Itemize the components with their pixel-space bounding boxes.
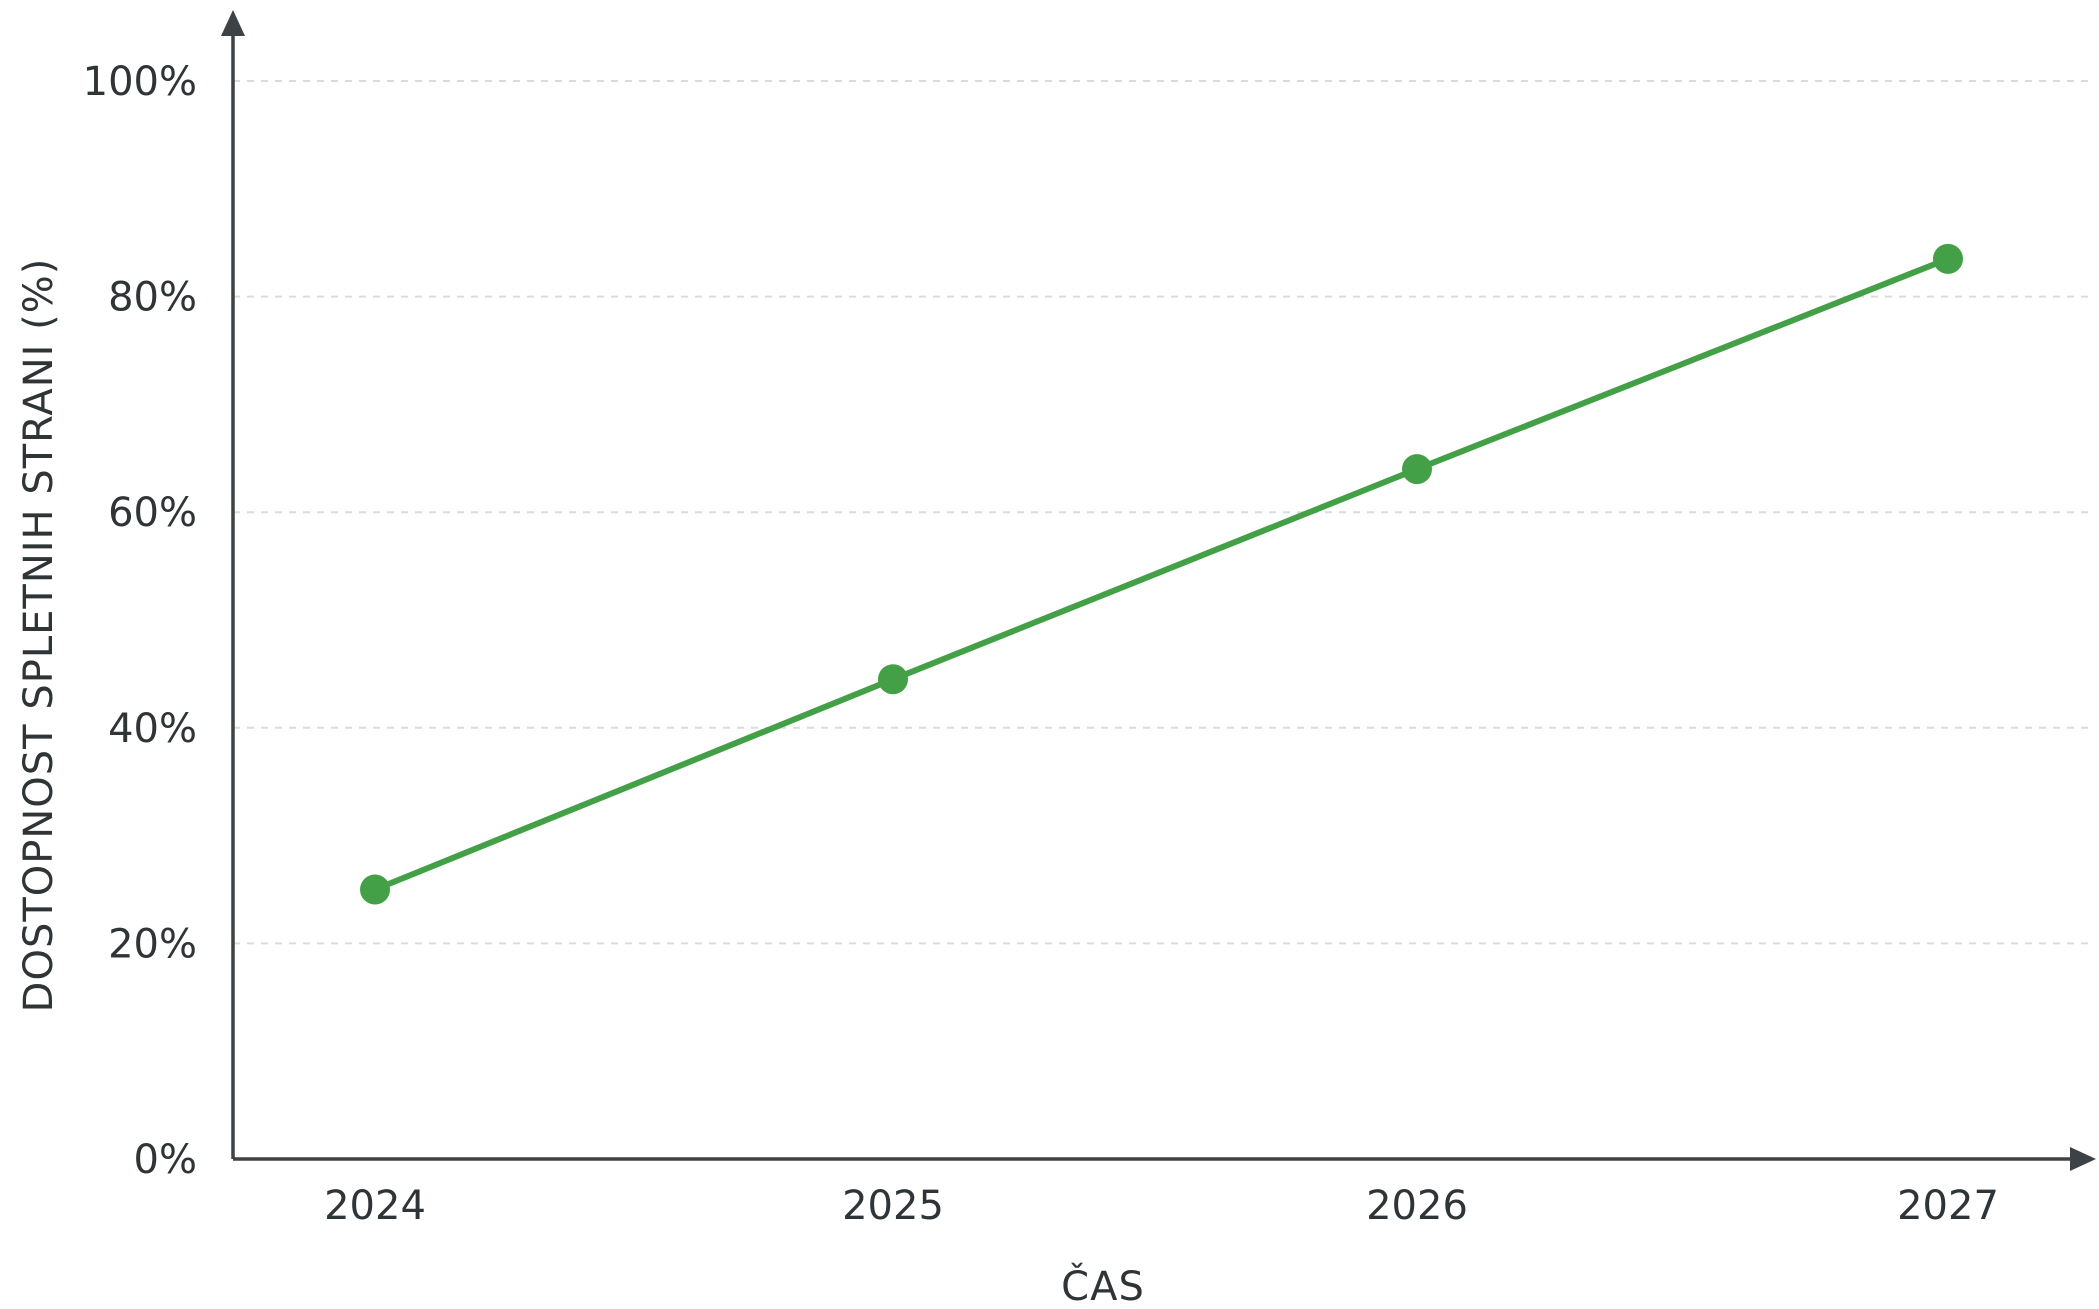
x-axis-arrow-icon (2070, 1147, 2096, 1171)
y-tick-label: 100% (83, 59, 197, 105)
y-tick-labels: 0% 20% 40% 60% 80% 100% (83, 59, 197, 1183)
axes (221, 10, 2096, 1171)
data-point (878, 664, 908, 695)
y-tick-label: 80% (108, 275, 197, 321)
grid-lines (233, 80, 2095, 945)
y-tick-label: 0% (134, 1137, 197, 1183)
x-tick-label: 2025 (842, 1183, 944, 1229)
x-tick-label: 2024 (324, 1183, 426, 1229)
x-tick-labels: 2024 2025 2026 2027 (324, 1183, 1999, 1229)
series-line (372, 255, 1951, 893)
x-tick-label: 2026 (1366, 1183, 1468, 1229)
y-tick-label: 20% (108, 921, 197, 967)
data-point (1933, 243, 1963, 274)
series (360, 243, 1963, 905)
x-tick-label: 2027 (1897, 1183, 1999, 1229)
x-axis-title: ČAS (1061, 1262, 1145, 1309)
y-axis-title: DOSTOPNOST SPLETNIH STRANI (%) (16, 258, 62, 1013)
data-point (1402, 454, 1432, 485)
y-tick-label: 40% (108, 706, 197, 752)
y-tick-label: 60% (108, 490, 197, 536)
y-axis-arrow-icon (221, 10, 245, 36)
data-point (360, 874, 390, 905)
